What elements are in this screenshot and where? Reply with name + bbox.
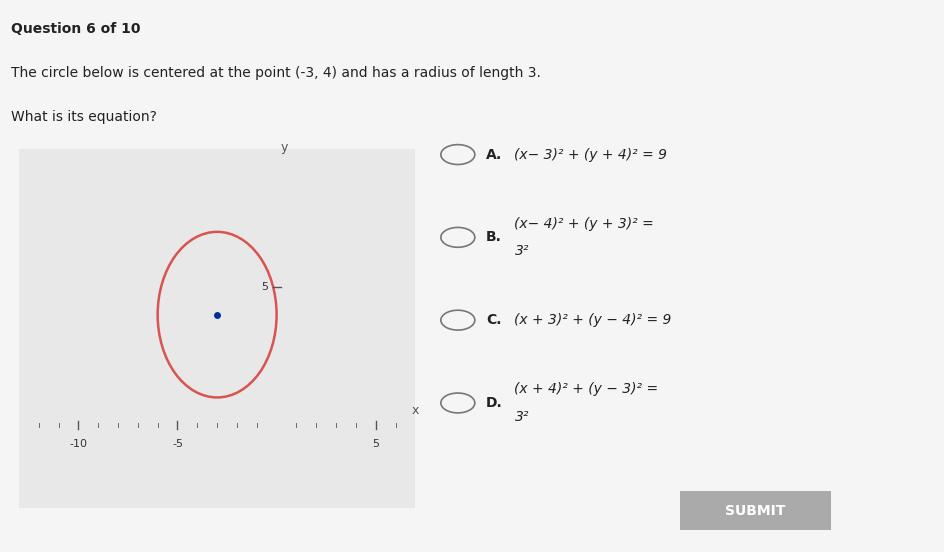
Text: 5: 5 bbox=[261, 282, 269, 292]
Text: -10: -10 bbox=[69, 439, 88, 449]
Text: C.: C. bbox=[486, 313, 501, 327]
Text: A.: A. bbox=[486, 147, 502, 162]
Text: (x− 3)² + (y + 4)² = 9: (x− 3)² + (y + 4)² = 9 bbox=[514, 147, 667, 162]
Text: What is its equation?: What is its equation? bbox=[11, 110, 158, 124]
Text: (x + 3)² + (y − 4)² = 9: (x + 3)² + (y − 4)² = 9 bbox=[514, 313, 672, 327]
Text: SUBMIT: SUBMIT bbox=[725, 503, 785, 518]
Text: 3²: 3² bbox=[514, 410, 529, 424]
Text: B.: B. bbox=[486, 230, 502, 245]
Text: (x + 4)² + (y − 3)² =: (x + 4)² + (y − 3)² = bbox=[514, 382, 659, 396]
Text: x: x bbox=[412, 404, 419, 417]
Text: Question 6 of 10: Question 6 of 10 bbox=[11, 22, 141, 36]
Text: -5: -5 bbox=[172, 439, 183, 449]
Text: The circle below is centered at the point (-3, 4) and has a radius of length 3.: The circle below is centered at the poin… bbox=[11, 66, 541, 80]
Text: y: y bbox=[280, 141, 288, 154]
Text: D.: D. bbox=[486, 396, 503, 410]
Text: 5: 5 bbox=[372, 439, 379, 449]
Text: (x− 4)² + (y + 3)² =: (x− 4)² + (y + 3)² = bbox=[514, 216, 654, 231]
Text: 3²: 3² bbox=[514, 244, 529, 258]
